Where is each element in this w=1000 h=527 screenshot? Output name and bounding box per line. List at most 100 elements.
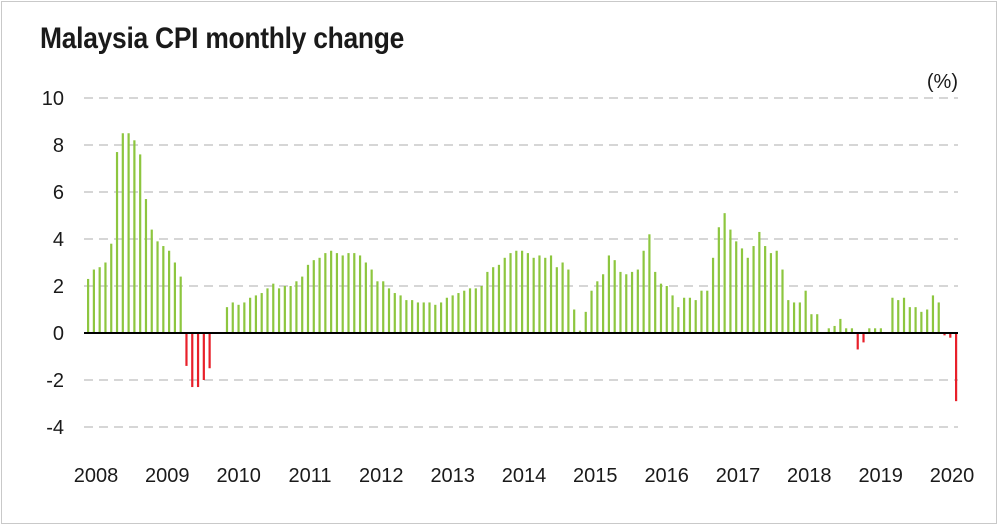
x-tick-label: 2014 <box>502 465 547 487</box>
bar <box>463 290 466 333</box>
bar <box>688 297 692 333</box>
bar <box>393 293 396 333</box>
bar <box>677 307 680 333</box>
bar <box>630 271 634 333</box>
x-tick-label: 2008 <box>74 465 119 487</box>
bar <box>191 333 194 388</box>
bar <box>798 302 801 333</box>
bar <box>833 325 836 333</box>
bar <box>642 250 645 333</box>
bar <box>358 255 362 333</box>
unit-label: (%) <box>927 71 958 93</box>
bar <box>856 333 859 350</box>
x-tick-label: 2016 <box>644 465 689 487</box>
bar <box>399 295 402 333</box>
bar <box>127 133 130 333</box>
bar <box>955 333 958 402</box>
bar <box>590 290 593 333</box>
bar <box>387 288 391 333</box>
bar <box>897 300 900 333</box>
bar <box>781 269 784 333</box>
bar <box>196 333 200 388</box>
y-tick-label: 4 <box>53 229 64 251</box>
bar <box>254 295 258 333</box>
bar <box>926 309 929 333</box>
bar <box>694 300 697 333</box>
bar <box>411 300 414 333</box>
bar <box>758 231 761 333</box>
bar <box>492 267 495 333</box>
y-tick-label: -4 <box>46 417 64 439</box>
bar <box>862 333 865 343</box>
bar <box>237 304 240 333</box>
y-tick-label: 10 <box>42 88 64 110</box>
bar <box>272 283 275 333</box>
bar <box>277 288 281 333</box>
bar <box>87 278 90 333</box>
bar <box>937 302 940 333</box>
bar <box>711 257 715 333</box>
x-axis-tick-labels: 2008 2009 2010 2011 2012 2013 2014 2015 2016 2017… <box>74 465 975 487</box>
bar <box>231 302 234 333</box>
bar <box>850 328 854 333</box>
bar <box>509 253 512 333</box>
bar <box>804 290 807 333</box>
bar <box>451 295 454 333</box>
bar <box>480 286 483 333</box>
bar <box>625 274 628 333</box>
bar <box>225 307 229 333</box>
x-tick-label: 2011 <box>288 465 331 487</box>
bar <box>486 271 489 333</box>
bar <box>110 243 113 333</box>
bar <box>584 311 587 333</box>
y-axis-tick-labels: 10 8 6 4 2 0 -2 -4 <box>42 88 64 439</box>
bar <box>139 154 142 333</box>
bar <box>914 307 917 333</box>
x-tick-label: 2019 <box>858 465 903 487</box>
bar <box>706 290 709 333</box>
bar <box>683 297 686 333</box>
bar <box>613 260 616 333</box>
bar <box>729 229 732 333</box>
bar <box>405 300 408 333</box>
bar <box>295 281 298 333</box>
x-tick-label: 2018 <box>787 465 832 487</box>
bar <box>208 333 211 369</box>
bar <box>104 262 107 333</box>
bar <box>792 302 796 333</box>
bar <box>283 286 286 333</box>
bar <box>457 293 460 333</box>
bar <box>434 304 437 333</box>
bar <box>168 250 171 333</box>
bar <box>144 199 148 333</box>
bar <box>787 300 790 333</box>
bar <box>659 283 663 333</box>
bar <box>931 295 935 333</box>
bar <box>775 250 778 333</box>
bar <box>382 281 385 333</box>
bar <box>260 293 263 333</box>
bar <box>503 257 506 333</box>
bar <box>555 267 558 333</box>
bar <box>422 302 425 333</box>
bar <box>364 262 367 333</box>
bar <box>561 262 564 333</box>
x-tick-label: 2013 <box>430 465 475 487</box>
bar <box>306 264 310 333</box>
bar <box>810 314 813 333</box>
bar <box>428 302 431 333</box>
bar <box>596 281 599 333</box>
bar <box>902 297 906 333</box>
bar <box>376 281 379 333</box>
bar <box>249 297 252 333</box>
bar <box>671 295 674 333</box>
bar <box>873 328 877 333</box>
bar <box>602 274 605 333</box>
bar <box>156 241 159 333</box>
x-tick-label: 2009 <box>145 465 190 487</box>
bar <box>324 253 327 333</box>
bar <box>567 269 570 333</box>
bar <box>740 248 744 333</box>
bar <box>185 333 188 366</box>
